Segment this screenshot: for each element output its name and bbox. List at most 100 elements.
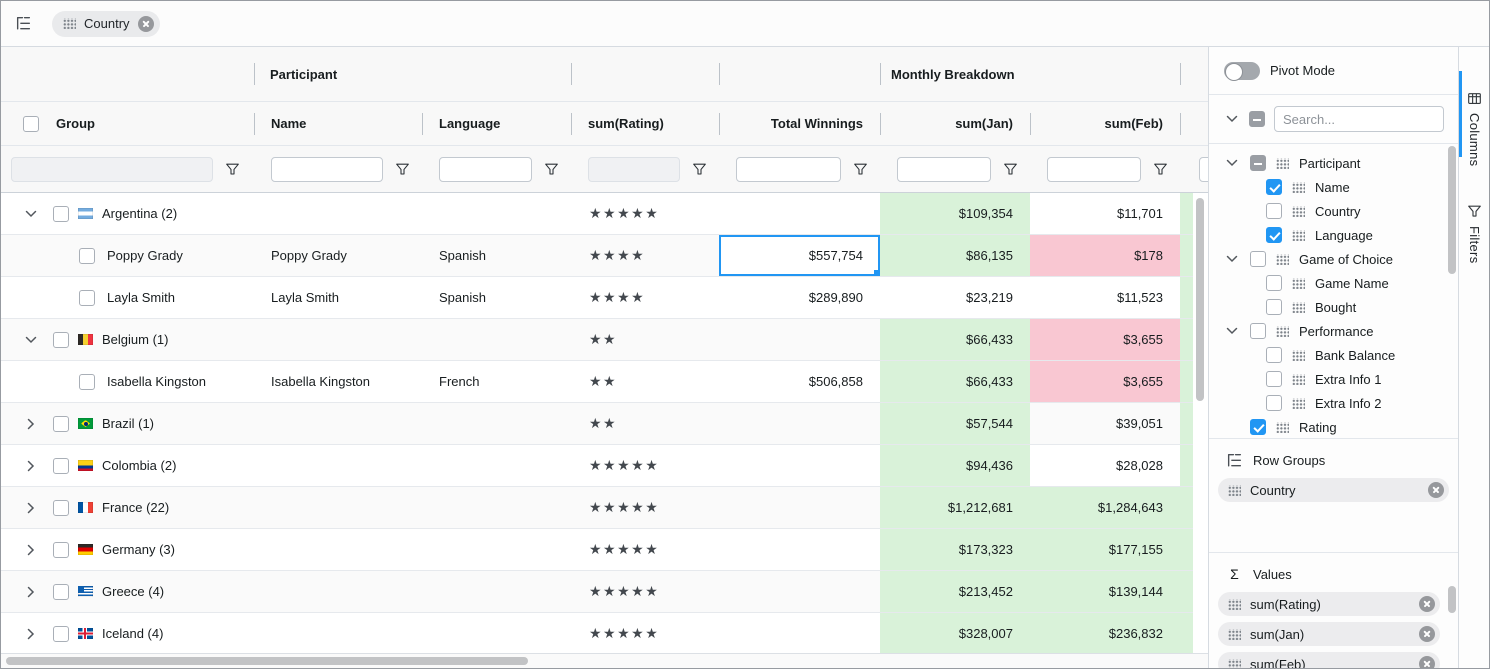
chevron-right-icon[interactable]: [23, 626, 39, 642]
tab-filters[interactable]: Filters: [1459, 204, 1489, 264]
row-checkbox[interactable]: [53, 457, 69, 474]
column-checkbox[interactable]: [1266, 203, 1282, 219]
chevron-right-icon[interactable]: [23, 500, 39, 516]
column-checkbox[interactable]: [1266, 227, 1282, 243]
chevron-down-icon[interactable]: [23, 206, 39, 222]
group-cell[interactable]: Isabella Kingston: [1, 361, 254, 402]
column-checkbox[interactable]: [1250, 155, 1266, 171]
rating-cell[interactable]: ★★★★★: [589, 541, 660, 558]
group-cell[interactable]: Germany (3): [1, 529, 254, 570]
header-group-column[interactable]: Group: [1, 102, 254, 145]
rating-cell[interactable]: ★★: [589, 373, 618, 390]
row-checkbox[interactable]: [79, 289, 95, 306]
row-checkbox[interactable]: [53, 205, 69, 222]
column-checkbox[interactable]: [1266, 347, 1282, 363]
header-group-monthly-breakdown[interactable]: Monthly Breakdown: [880, 47, 1180, 101]
rating-cell[interactable]: ★★★★★: [589, 205, 660, 222]
select-all-checkbox[interactable]: [23, 115, 39, 132]
column-item-bank-balance[interactable]: Bank Balance: [1209, 343, 1458, 367]
feb-cell[interactable]: $11,523: [1116, 290, 1163, 305]
name-filter-input[interactable]: [271, 156, 383, 182]
column-item-game-of-choice[interactable]: Game of Choice: [1209, 247, 1458, 271]
chevron-down-icon[interactable]: [1224, 111, 1240, 127]
filter-funnel-icon[interactable]: [225, 162, 240, 177]
column-item-bought[interactable]: Bought: [1209, 295, 1458, 319]
group-cell[interactable]: Belgium (1): [1, 319, 254, 360]
winnings-cell[interactable]: [719, 571, 880, 612]
name-cell[interactable]: Poppy Grady: [271, 248, 347, 263]
jan-cell[interactable]: $213,452: [880, 571, 1030, 612]
row-checkbox[interactable]: [53, 541, 69, 558]
jan-cell[interactable]: $57,544: [880, 403, 1030, 444]
group-cell[interactable]: Iceland (4): [1, 613, 254, 653]
feb-filter-input[interactable]: [1047, 156, 1141, 182]
feb-cell[interactable]: $28,028: [1116, 458, 1163, 473]
group-cell[interactable]: France (22): [1, 487, 254, 528]
jan-filter-input[interactable]: [897, 156, 991, 182]
vertical-scrollbar-thumb[interactable]: [1196, 198, 1204, 401]
select-all-columns-checkbox[interactable]: [1249, 111, 1265, 127]
feb-cell[interactable]: $3,655: [1030, 361, 1180, 402]
chevron-right-icon[interactable]: [23, 458, 39, 474]
tab-columns[interactable]: Columns: [1459, 91, 1489, 166]
language-cell[interactable]: [422, 571, 571, 612]
jan-cell[interactable]: $66,433: [880, 361, 1030, 402]
group-chip-country[interactable]: Country: [52, 10, 160, 37]
chevron-right-icon[interactable]: [23, 542, 39, 558]
column-checkbox[interactable]: [1266, 395, 1282, 411]
filter-funnel-icon[interactable]: [692, 162, 707, 177]
column-search-input[interactable]: [1274, 106, 1444, 132]
name-cell[interactable]: [254, 193, 422, 234]
column-item-country[interactable]: Country: [1209, 199, 1458, 223]
language-cell[interactable]: [422, 487, 571, 528]
chip-country[interactable]: Country: [1218, 478, 1449, 502]
remove-chip-icon[interactable]: [1419, 656, 1435, 668]
language-cell[interactable]: [422, 613, 571, 653]
chip-sum-jan-[interactable]: sum(Jan): [1218, 622, 1440, 646]
jan-cell[interactable]: $94,436: [880, 445, 1030, 486]
jan-cell[interactable]: $109,354: [880, 193, 1030, 234]
feb-cell[interactable]: $11,701: [1116, 206, 1163, 221]
horizontal-scrollbar-thumb[interactable]: [6, 657, 528, 665]
winnings-cell[interactable]: [719, 403, 880, 444]
row-checkbox[interactable]: [53, 583, 69, 600]
feb-cell[interactable]: $177,155: [1030, 529, 1180, 570]
row-checkbox[interactable]: [79, 373, 95, 390]
column-checkbox[interactable]: [1266, 275, 1282, 291]
header-total-winnings[interactable]: Total Winnings: [719, 102, 880, 145]
jan-cell[interactable]: $1,212,681: [880, 487, 1030, 528]
winnings-cell[interactable]: [719, 487, 880, 528]
column-item-name[interactable]: Name: [1209, 175, 1458, 199]
column-checkbox[interactable]: [1266, 371, 1282, 387]
rating-cell[interactable]: ★★★★: [589, 289, 646, 306]
feb-cell[interactable]: $178: [1030, 235, 1180, 276]
winnings-cell[interactable]: [719, 613, 880, 653]
name-cell[interactable]: Isabella Kingston: [271, 374, 371, 389]
jan-cell[interactable]: $23,219: [966, 290, 1013, 305]
language-cell[interactable]: [422, 445, 571, 486]
chevron-down-icon[interactable]: [23, 332, 39, 348]
jan-cell[interactable]: $86,135: [880, 235, 1030, 276]
winnings-cell[interactable]: [719, 319, 880, 360]
feb-cell[interactable]: $236,832: [1030, 613, 1180, 653]
name-cell[interactable]: [254, 487, 422, 528]
language-filter-input[interactable]: [439, 156, 532, 182]
filter-funnel-icon[interactable]: [544, 162, 559, 177]
feb-cell[interactable]: $1,284,643: [1030, 487, 1180, 528]
rating-cell[interactable]: ★★: [589, 415, 618, 432]
jan-cell[interactable]: $66,433: [880, 319, 1030, 360]
remove-chip-icon[interactable]: [1428, 482, 1444, 498]
feb-cell[interactable]: $139,144: [1030, 571, 1180, 612]
filter-funnel-icon[interactable]: [853, 162, 868, 177]
column-checkbox[interactable]: [1266, 179, 1282, 195]
column-checkbox[interactable]: [1250, 251, 1266, 267]
language-cell[interactable]: Spanish: [439, 248, 486, 263]
chip-sum-rating-[interactable]: sum(Rating): [1218, 592, 1440, 616]
winnings-cell[interactable]: $289,890: [808, 290, 863, 305]
vertical-scrollbar[interactable]: [1193, 193, 1208, 653]
horizontal-scrollbar[interactable]: [1, 653, 1208, 668]
group-cell[interactable]: Layla Smith: [1, 277, 254, 318]
rating-cell[interactable]: ★★★★★: [589, 457, 660, 474]
language-cell[interactable]: [422, 529, 571, 570]
row-checkbox[interactable]: [53, 625, 69, 642]
